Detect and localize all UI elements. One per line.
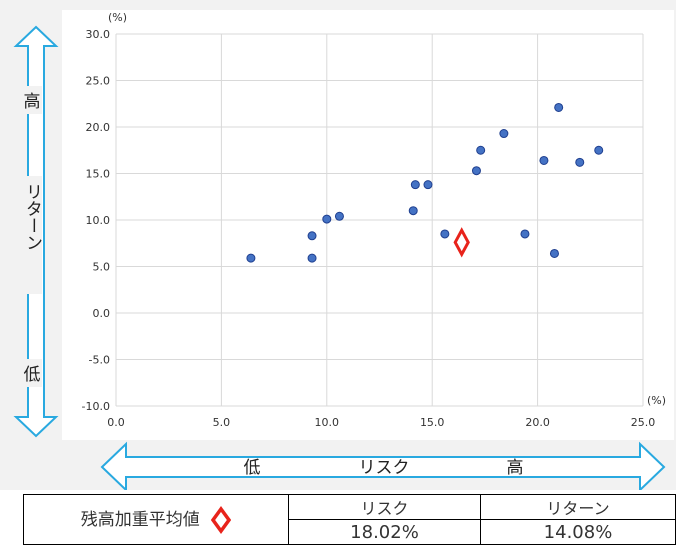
- y-tick-label: 5.0: [93, 261, 111, 274]
- y-guide-high-bg: [22, 86, 42, 114]
- data-point: [471, 166, 481, 176]
- y-tick-label: 15.0: [86, 168, 111, 181]
- data-point: [539, 155, 549, 165]
- risk-axis-arrow: [100, 441, 666, 490]
- data-point: [307, 253, 317, 263]
- y-unit-label: (%): [108, 11, 127, 24]
- data-point: [246, 253, 256, 263]
- x-tick-labels: 0.0 5.0 10.0 15.0 20.0 25.0: [107, 416, 655, 429]
- average-diamond-marker: [453, 227, 470, 258]
- weighted-average-table: 残高加重平均値 リスク リターン 18.02% 14.08%: [23, 494, 676, 545]
- y-guide-middle-bg: [22, 176, 42, 294]
- data-point: [499, 129, 509, 139]
- data-point: [410, 180, 420, 190]
- x-tick-label: 10.0: [315, 416, 340, 429]
- y-tick-label: 20.0: [86, 121, 111, 134]
- x-tick-label: 25.0: [631, 416, 656, 429]
- y-tick-label: 30.0: [86, 28, 111, 41]
- y-guide-low-bg: [22, 359, 42, 387]
- data-point: [334, 211, 344, 221]
- y-tick-label: -5.0: [89, 354, 110, 367]
- y-guide-return: リターン: [22, 183, 42, 251]
- data-point: [594, 145, 604, 155]
- y-guide-low: 低: [24, 365, 41, 385]
- y-tick-label: 10.0: [86, 214, 111, 227]
- data-point: [554, 102, 564, 112]
- data-point: [476, 145, 486, 155]
- weighted-average-label: 残高加重平均値: [80, 510, 200, 530]
- data-point: [408, 206, 418, 216]
- risk-header: リスク: [288, 494, 481, 520]
- data-point: [549, 248, 559, 258]
- risk-return-chart: 30.0 25.0 20.0 15.0 10.0 5.0 0.0 -5.0 -10.0 0.0 5…: [13, 11, 666, 490]
- x-unit-label: (%): [647, 394, 666, 407]
- return-header: リターン: [480, 494, 676, 520]
- x-tick-label: 15.0: [420, 416, 445, 429]
- x-guide-risk: リスク: [359, 458, 410, 478]
- x-tick-label: 5.0: [213, 416, 231, 429]
- x-guide-high: 高: [507, 458, 524, 478]
- x-tick-label: 0.0: [107, 416, 125, 429]
- data-point: [520, 229, 530, 239]
- data-point: [307, 231, 317, 241]
- y-tick-label: -10.0: [82, 400, 110, 413]
- data-point: [423, 180, 433, 190]
- data-point: [440, 229, 450, 239]
- return-value: 14.08%: [480, 519, 676, 545]
- plot-panel: [62, 10, 674, 440]
- data-point: [575, 157, 585, 167]
- x-tick-label: 20.0: [525, 416, 550, 429]
- data-point: [322, 214, 332, 224]
- y-tick-label: 25.0: [86, 75, 111, 88]
- gridlines: [115, 33, 644, 407]
- y-tick-label: 0.0: [93, 307, 111, 320]
- y-guide-high: 高: [24, 92, 41, 112]
- risk-value: 18.02%: [288, 519, 481, 545]
- weighted-average-label-cell: 残高加重平均値: [23, 494, 289, 545]
- x-guide-low: 低: [244, 458, 261, 478]
- data-points: [246, 102, 604, 263]
- y-tick-labels: 30.0 25.0 20.0 15.0 10.0 5.0 0.0 -5.0 -10.0: [82, 28, 110, 413]
- red-diamond-icon: [211, 506, 232, 534]
